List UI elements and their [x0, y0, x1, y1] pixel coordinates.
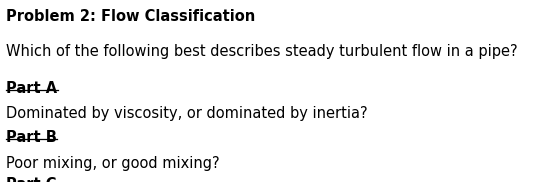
Text: Part C: Part C [6, 177, 57, 182]
Text: Dominated by viscosity, or dominated by inertia?: Dominated by viscosity, or dominated by … [6, 106, 368, 121]
Text: Part B: Part B [6, 130, 57, 145]
Text: Problem 2: Flow Classification: Problem 2: Flow Classification [6, 9, 256, 24]
Text: Part A: Part A [6, 81, 58, 96]
Text: Which of the following best describes steady turbulent flow in a pipe?: Which of the following best describes st… [6, 44, 518, 59]
Text: Poor mixing, or good mixing?: Poor mixing, or good mixing? [6, 156, 220, 171]
